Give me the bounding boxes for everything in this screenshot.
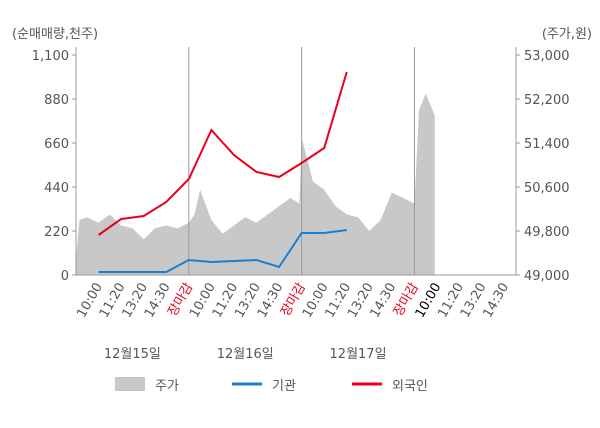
series-line — [98, 229, 347, 273]
date-label: 12월16일 — [217, 347, 274, 362]
y-tick-label: 880 — [44, 93, 69, 108]
legend-label: 외국인 — [392, 379, 428, 394]
y2-tick-label: 49,000 — [524, 269, 570, 284]
legend-label: 주가 — [155, 379, 179, 394]
y2-tick-label: 51,400 — [524, 137, 570, 152]
date-label: 12월17일 — [330, 347, 387, 362]
legend-swatch — [115, 377, 145, 391]
y2-tick-label: 50,600 — [524, 181, 570, 196]
y-unit: (순매매량,천주) — [12, 27, 98, 42]
y-tick-label: 660 — [44, 137, 69, 152]
series-line — [97, 71, 348, 236]
y-tick-label: 1,100 — [32, 49, 69, 64]
y2-tick-label: 52,200 — [524, 93, 570, 108]
y-tick-label: 0 — [61, 269, 69, 284]
legend-label: 기관 — [272, 379, 296, 394]
price-area — [76, 93, 435, 275]
y2-tick-label: 49,800 — [524, 225, 570, 240]
y-tick-label: 220 — [44, 225, 69, 240]
date-label: 12월15일 — [104, 347, 161, 362]
y2-tick-label: 53,000 — [524, 49, 570, 64]
y2-unit: (주가,원) — [542, 27, 592, 42]
y-tick-label: 440 — [44, 181, 69, 196]
